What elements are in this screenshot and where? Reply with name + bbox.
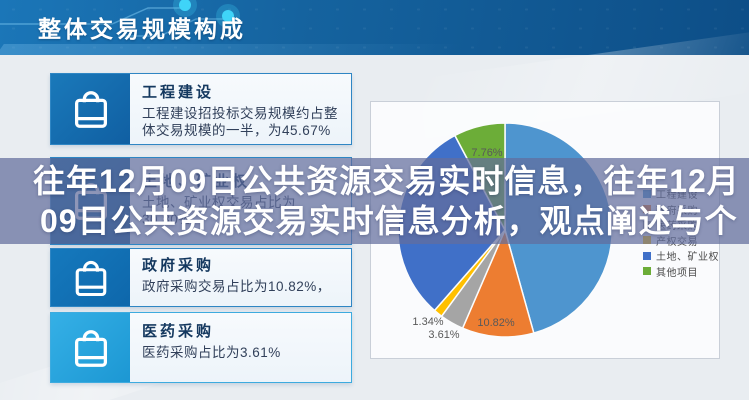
pie-data-label: 7.76% [471, 147, 503, 159]
shopping-bag-icon [74, 91, 107, 128]
card-title: 医药采购 [142, 323, 215, 340]
shopping-bag-icon [74, 329, 107, 367]
title-banner-overlay: 往年12月09日公共资源交易实时信息，往年12月 09日公共资源交易实时信息分析… [0, 158, 749, 244]
pie-data-label: 3.61% [428, 329, 460, 341]
card-iconbox [51, 313, 130, 382]
legend-label: 土地、矿业权 [656, 252, 719, 264]
page-header: 整体交易规模构成 [0, 0, 749, 55]
glow-dot-icon [179, 0, 191, 11]
card-engineering-construction: 工程建设 工程建设招投标交易规模约占整体交易规模的一半，为45.67% [50, 73, 352, 145]
card-description: 医药采购占比为3.61% [142, 345, 281, 360]
legend-swatch-icon [643, 251, 651, 260]
pie-slice-政府采购 [461, 227, 535, 338]
card-medicine-procurement: 医药采购 医药采购占比为3.61% [50, 312, 352, 383]
legend-swatch-icon [643, 267, 651, 276]
card-title: 政府采购 [142, 257, 215, 274]
pie-data-label: 1.34% [412, 316, 444, 328]
shopping-bag-icon [75, 260, 106, 296]
legend-item-其他项目: 其他项目 [643, 264, 719, 280]
banner-text-line1: 往年12月09日公共资源交易实时信息，往年12月 [33, 163, 740, 199]
banner-text-line2: 09日公共资源交易实时信息分析，观点阐述与个 [40, 203, 738, 239]
card-description: 政府采购交易占比为10.82%， [142, 279, 331, 294]
card-iconbox [51, 74, 130, 144]
card-title: 工程建设 [142, 84, 215, 101]
pie-data-label: 10.82% [477, 317, 515, 329]
legend-item-土地、矿业权: 土地、矿业权 [643, 248, 719, 264]
legend-label: 其他项目 [656, 267, 698, 279]
card-iconbox [51, 249, 130, 306]
circuit-trace-decoration [0, 0, 240, 37]
card-description: 工程建设招投标交易规模约占整体交易规模的一半，为45.67% [142, 106, 338, 138]
page-title: 整体交易规模构成 [38, 16, 246, 42]
card-government-procurement: 政府采购 政府采购交易占比为10.82%， [50, 248, 352, 307]
glow-dot-icon [222, 10, 234, 22]
header-dot-pattern [0, 0, 749, 55]
